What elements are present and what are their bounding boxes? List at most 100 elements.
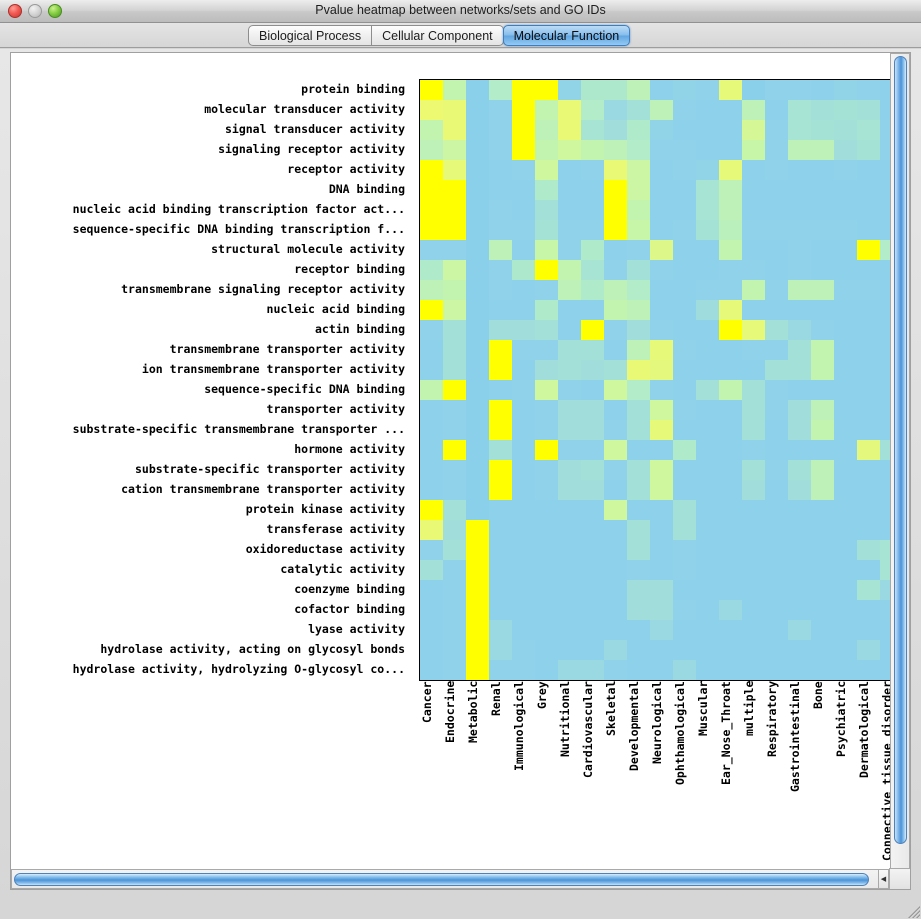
heatmap-cell[interactable] xyxy=(581,500,604,520)
heatmap-cell[interactable] xyxy=(811,480,834,500)
heatmap-cell[interactable] xyxy=(834,400,857,420)
heatmap-cell[interactable] xyxy=(857,200,880,220)
heatmap-cell[interactable] xyxy=(765,360,788,380)
heatmap-cell[interactable] xyxy=(581,660,604,680)
heatmap-cell[interactable] xyxy=(857,360,880,380)
heatmap-cell[interactable] xyxy=(443,340,466,360)
heatmap-cell[interactable] xyxy=(627,600,650,620)
heatmap-cell[interactable] xyxy=(466,440,489,460)
heatmap-cell[interactable] xyxy=(880,580,891,600)
heatmap-cell[interactable] xyxy=(420,180,443,200)
heatmap-cell[interactable] xyxy=(742,420,765,440)
heatmap-cell[interactable] xyxy=(673,100,696,120)
heatmap-cell[interactable] xyxy=(512,360,535,380)
heatmap-cell[interactable] xyxy=(880,180,891,200)
heatmap-cell[interactable] xyxy=(857,480,880,500)
heatmap-cell[interactable] xyxy=(650,360,673,380)
heatmap-cell[interactable] xyxy=(443,180,466,200)
heatmap-cell[interactable] xyxy=(466,280,489,300)
heatmap-cell[interactable] xyxy=(811,600,834,620)
heatmap-cell[interactable] xyxy=(742,80,765,100)
heatmap-cell[interactable] xyxy=(696,640,719,660)
heatmap-cell[interactable] xyxy=(673,360,696,380)
heatmap-cell[interactable] xyxy=(512,120,535,140)
heatmap-cell[interactable] xyxy=(489,360,512,380)
heatmap-cell[interactable] xyxy=(834,100,857,120)
heatmap-cell[interactable] xyxy=(673,160,696,180)
heatmap-cell[interactable] xyxy=(811,440,834,460)
heatmap-cell[interactable] xyxy=(742,460,765,480)
heatmap-cell[interactable] xyxy=(673,420,696,440)
heatmap-cell[interactable] xyxy=(765,300,788,320)
heatmap-cell[interactable] xyxy=(581,640,604,660)
heatmap-cell[interactable] xyxy=(443,140,466,160)
heatmap-cell[interactable] xyxy=(880,120,891,140)
heatmap-cell[interactable] xyxy=(788,340,811,360)
heatmap-cell[interactable] xyxy=(857,620,880,640)
heatmap-cell[interactable] xyxy=(696,520,719,540)
heatmap-cell[interactable] xyxy=(765,640,788,660)
heatmap-cell[interactable] xyxy=(535,560,558,580)
heatmap-cell[interactable] xyxy=(857,400,880,420)
heatmap-cell[interactable] xyxy=(466,400,489,420)
heatmap-cell[interactable] xyxy=(673,260,696,280)
heatmap-cell[interactable] xyxy=(880,300,891,320)
heatmap-cell[interactable] xyxy=(650,140,673,160)
heatmap-cell[interactable] xyxy=(604,600,627,620)
heatmap-cell[interactable] xyxy=(673,120,696,140)
heatmap-cell[interactable] xyxy=(811,180,834,200)
heatmap-cell[interactable] xyxy=(627,80,650,100)
heatmap-cell[interactable] xyxy=(535,600,558,620)
heatmap-cell[interactable] xyxy=(466,600,489,620)
heatmap-cell[interactable] xyxy=(489,520,512,540)
heatmap-cell[interactable] xyxy=(420,340,443,360)
heatmap-cell[interactable] xyxy=(512,160,535,180)
heatmap-cell[interactable] xyxy=(719,580,742,600)
heatmap-cell[interactable] xyxy=(443,520,466,540)
heatmap-cell[interactable] xyxy=(880,80,891,100)
heatmap-cell[interactable] xyxy=(581,140,604,160)
heatmap-cell[interactable] xyxy=(880,380,891,400)
heatmap-cell[interactable] xyxy=(719,120,742,140)
heatmap-cell[interactable] xyxy=(581,340,604,360)
heatmap-cell[interactable] xyxy=(719,200,742,220)
heatmap-cell[interactable] xyxy=(857,440,880,460)
heatmap-cell[interactable] xyxy=(420,240,443,260)
heatmap-cell[interactable] xyxy=(696,660,719,680)
heatmap-cell[interactable] xyxy=(466,460,489,480)
heatmap-cell[interactable] xyxy=(650,620,673,640)
heatmap-cell[interactable] xyxy=(765,260,788,280)
heatmap-cell[interactable] xyxy=(811,240,834,260)
heatmap-cell[interactable] xyxy=(466,560,489,580)
heatmap-cell[interactable] xyxy=(420,600,443,620)
heatmap-cell[interactable] xyxy=(558,300,581,320)
heatmap-cell[interactable] xyxy=(742,620,765,640)
heatmap-cell[interactable] xyxy=(788,520,811,540)
heatmap-cell[interactable] xyxy=(627,480,650,500)
heatmap-cell[interactable] xyxy=(535,300,558,320)
heatmap-cell[interactable] xyxy=(420,140,443,160)
heatmap-cell[interactable] xyxy=(742,380,765,400)
heatmap-cell[interactable] xyxy=(627,240,650,260)
heatmap-cell[interactable] xyxy=(696,600,719,620)
heatmap-cell[interactable] xyxy=(788,560,811,580)
heatmap-cell[interactable] xyxy=(673,180,696,200)
heatmap-cell[interactable] xyxy=(834,520,857,540)
heatmap-cell[interactable] xyxy=(558,420,581,440)
heatmap-cell[interactable] xyxy=(443,220,466,240)
heatmap-cell[interactable] xyxy=(512,620,535,640)
heatmap-cell[interactable] xyxy=(719,160,742,180)
heatmap-cell[interactable] xyxy=(489,500,512,520)
heatmap-cell[interactable] xyxy=(834,380,857,400)
heatmap-cell[interactable] xyxy=(581,220,604,240)
heatmap-cell[interactable] xyxy=(696,300,719,320)
heatmap-cell[interactable] xyxy=(696,400,719,420)
heatmap-cell[interactable] xyxy=(719,520,742,540)
heatmap-plot-area[interactable]: protein binding molecular transducer acti… xyxy=(11,53,891,870)
heatmap-cell[interactable] xyxy=(650,320,673,340)
heatmap-cell[interactable] xyxy=(673,560,696,580)
heatmap-cell[interactable] xyxy=(558,160,581,180)
heatmap-cell[interactable] xyxy=(719,180,742,200)
heatmap-cell[interactable] xyxy=(489,400,512,420)
heatmap-cell[interactable] xyxy=(535,620,558,640)
